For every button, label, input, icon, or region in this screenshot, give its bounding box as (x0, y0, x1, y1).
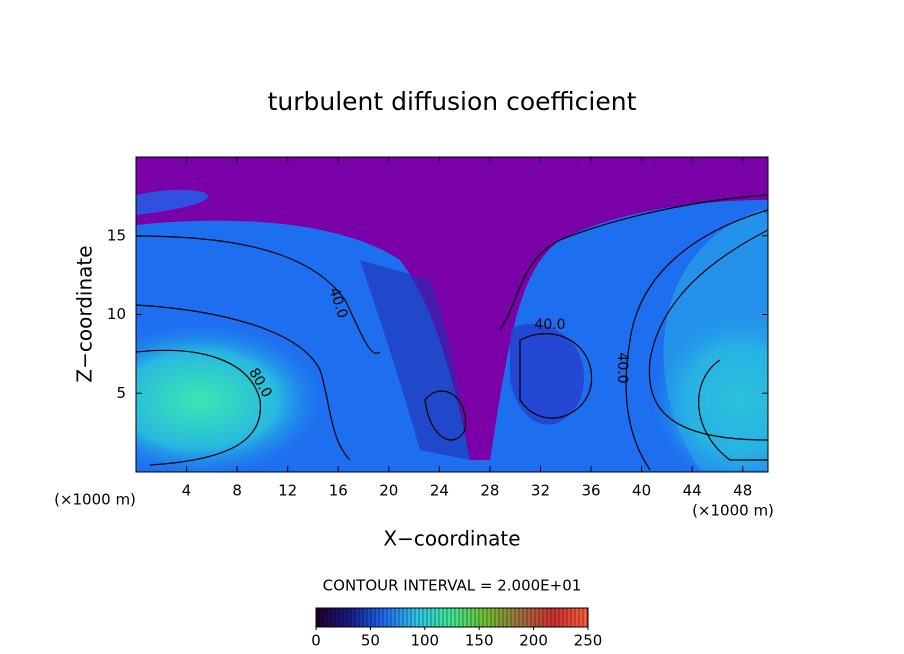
contour-label: 40.0 (614, 352, 630, 383)
x-tick-label: 40 (632, 482, 651, 500)
y-tick-label: 15 (107, 226, 126, 244)
x-tick-label: 12 (278, 482, 297, 500)
contour-label: 40.0 (534, 317, 565, 333)
field-region (510, 323, 584, 425)
colorbar-tick-label: 250 (574, 632, 603, 650)
x-tick-label: 8 (232, 482, 242, 500)
x-tick-label: 28 (480, 482, 499, 500)
x-tick-label: 20 (379, 482, 398, 500)
chart-title: turbulent diffusion coefficient (268, 87, 637, 116)
x-tick-label: 36 (581, 482, 600, 500)
colorbar-tick-label: 0 (311, 632, 321, 650)
x-tick-label: 16 (329, 482, 348, 500)
field-region (136, 157, 768, 460)
field-region (136, 189, 209, 215)
x-tick-label: 4 (182, 482, 192, 500)
x-tick-label: 48 (733, 482, 752, 500)
x-tick-label: 32 (531, 482, 550, 500)
x-tick-label: 24 (430, 482, 449, 500)
field-region (360, 260, 470, 460)
x-axis-label: X−coordinate (383, 527, 520, 551)
colorbar-tick-label: 50 (361, 632, 380, 650)
contour-lines (136, 194, 768, 471)
colorbar-tick-label: 150 (465, 632, 494, 650)
colorbar (315, 607, 589, 628)
x-tick-label: 44 (683, 482, 702, 500)
colorbar-tick-label: 200 (519, 632, 548, 650)
field-blob (136, 320, 330, 472)
colorbar-tick-label: 100 (410, 632, 439, 650)
y-axis-label: Z−coordinate (73, 245, 97, 382)
y-tick-label: 5 (116, 384, 126, 402)
field (136, 157, 768, 472)
y-tick-label: 10 (107, 305, 126, 323)
contour-interval: CONTOUR INTERVAL = 2.000E+01 (323, 577, 582, 595)
x-unit-label: (×1000 m) (692, 502, 774, 520)
x-unit-label: (×1000 m) (54, 491, 136, 509)
field-region (663, 210, 768, 470)
